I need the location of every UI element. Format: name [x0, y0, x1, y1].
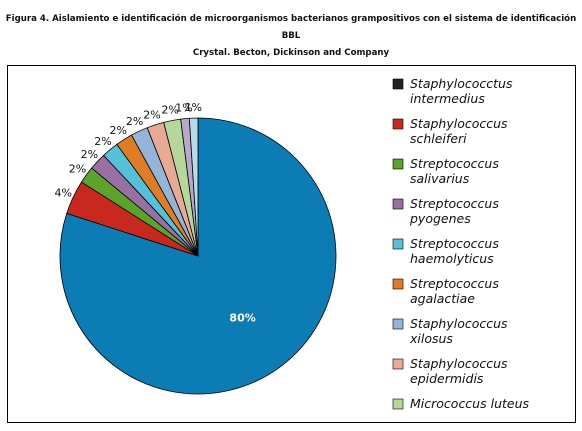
pie-slice-label: 80% — [229, 311, 255, 324]
pie-slice-label: 4% — [54, 187, 71, 200]
pie-slice-label: 2% — [81, 148, 98, 161]
legend-swatch — [392, 278, 404, 290]
pie-labels: 80%4%2%2%2%2%2%2% 2%1%1% — [54, 101, 255, 324]
legend-label: Streptococcus — [410, 276, 499, 291]
legend-swatch — [392, 158, 404, 170]
legend-swatch — [392, 238, 404, 250]
pie-slice-label: 2% — [109, 124, 126, 137]
pie-slice-label: 2% — [94, 135, 111, 148]
legend-label: Staphylococctus — [410, 76, 513, 91]
legend-swatch — [392, 318, 404, 330]
legend-label: schleiferi — [410, 131, 467, 146]
pie-slice-label: 1% — [185, 101, 202, 114]
legend-label: Streptococcus — [410, 156, 499, 171]
legend-swatch — [392, 358, 404, 370]
pie-slice-label: 1% — [175, 102, 192, 115]
legend-label: Staphylococcus — [410, 116, 508, 131]
legend-label: Streptococcus — [410, 236, 499, 251]
legend-label: intermedius — [410, 91, 485, 106]
pie-slice-label: 2% — [69, 162, 86, 175]
legend-label: Streptococcus — [410, 196, 499, 211]
legend-label: Micrococcus luteus — [410, 396, 530, 411]
legend-label: xilosus — [409, 331, 453, 346]
legend-swatch — [392, 398, 404, 410]
legend-label: Staphylococcus — [410, 316, 508, 331]
legend-label: pyogenes — [409, 211, 471, 226]
legend-swatch — [392, 118, 404, 130]
pie-slice — [188, 117, 199, 257]
legend-label: Staphylococcus — [410, 356, 508, 371]
legend-swatch — [392, 78, 404, 90]
pie-slice-label: 2% — [126, 115, 143, 128]
legend-swatch — [392, 198, 404, 210]
figure-caption: Figura 4. Aislamiento e identificación d… — [0, 11, 582, 62]
figure-caption-line1: Figura 4. Aislamiento e identificación d… — [5, 14, 577, 41]
pie-slice-label: 2% — [143, 108, 160, 121]
figure-caption-line2: Crystal. Becton, Dickinson and Company — [192, 48, 390, 58]
legend-label: salivarius — [410, 171, 470, 186]
pie-slices — [59, 117, 337, 395]
legend-label: haemolyticus — [410, 251, 494, 266]
pie-slice-label: 2% — [161, 104, 178, 117]
legend-label: epidermidis — [410, 371, 484, 386]
legend-label: agalactiae — [410, 291, 475, 306]
